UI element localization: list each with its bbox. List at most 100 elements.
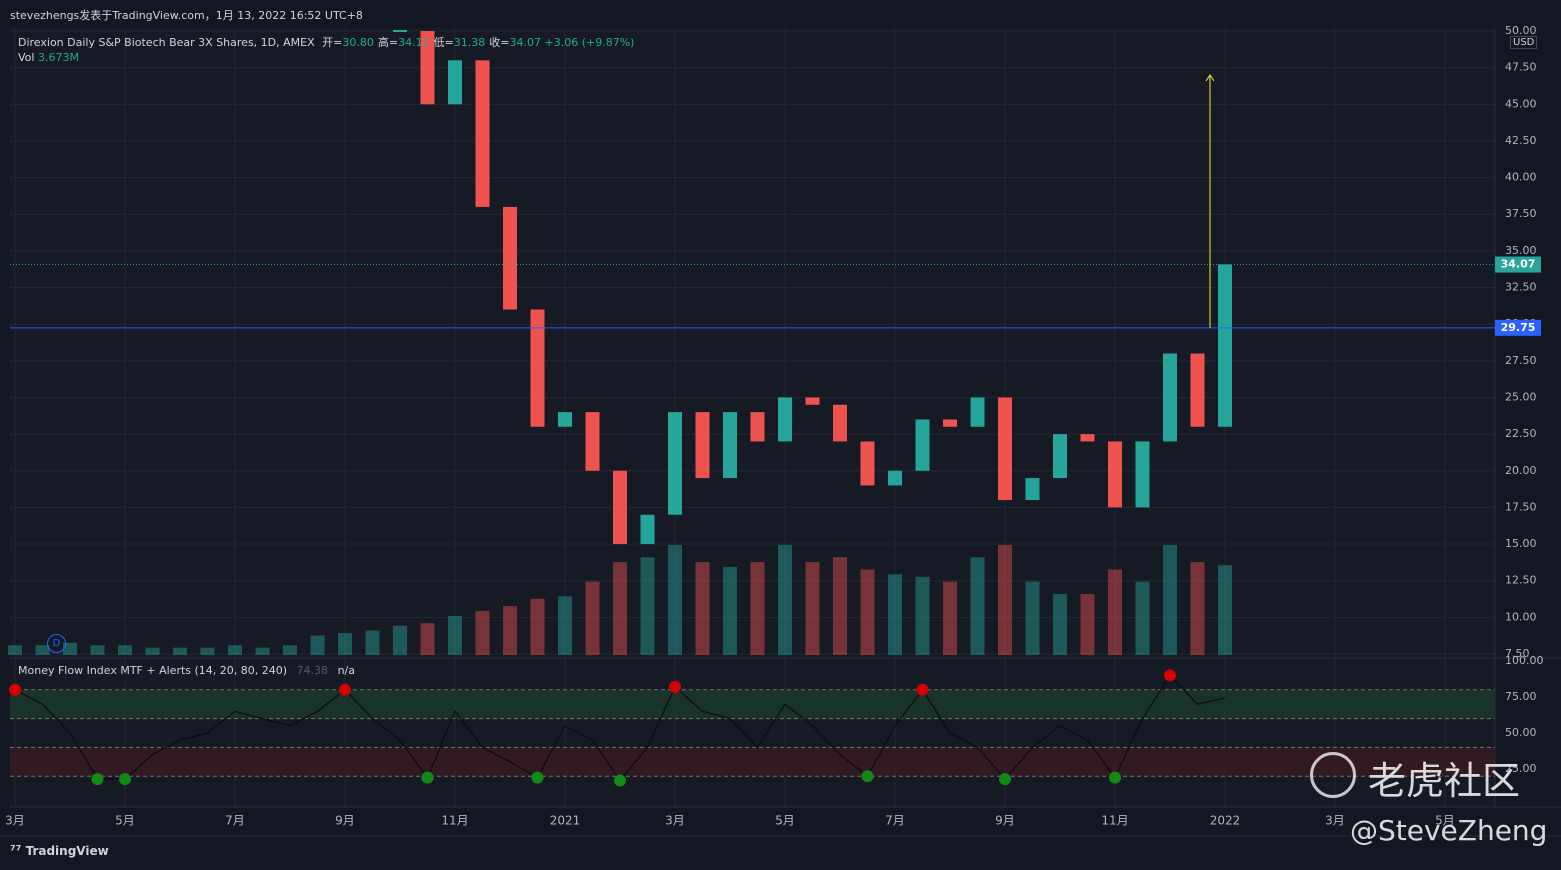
ohlc-value: 34.11 <box>398 36 430 49</box>
x-tick-label: 9月 <box>335 814 355 828</box>
volume-bar <box>448 615 462 655</box>
price-badge <box>1495 256 1541 273</box>
y-tick-label: 7.50 <box>1505 647 1530 660</box>
candle <box>475 60 490 207</box>
candle <box>1108 441 1122 508</box>
volume-value: 3.673M <box>37 51 79 64</box>
ohlc-label: 开= <box>322 36 343 49</box>
alert-dot <box>614 774 626 787</box>
alert-dot <box>421 771 434 784</box>
price-badge <box>1495 319 1541 336</box>
y-tick-label: 22.50 <box>1505 427 1537 440</box>
y-tick-label: 20.00 <box>1505 464 1537 477</box>
candle <box>695 412 710 479</box>
mfi-status: n/a <box>337 664 355 677</box>
volume-legend: Vol 3.673M <box>18 51 79 64</box>
watermark-author: @SteveZheng <box>1350 814 1548 847</box>
y-tick-label: 50.00 <box>1505 726 1537 739</box>
volume-bar <box>888 574 902 655</box>
ohlc-label: 低= <box>433 36 454 49</box>
y-tick-label: 12.50 <box>1505 574 1537 587</box>
ohlc-label: 高= <box>377 36 399 49</box>
mfi-title: Money Flow Index MTF + Alerts (14, 20, 8… <box>18 664 288 677</box>
volume-bar <box>970 557 985 655</box>
alert-dot <box>119 773 131 786</box>
volume-bar <box>145 647 160 655</box>
volume-bar <box>1163 545 1177 655</box>
x-tick-label: 3月 <box>1325 814 1345 828</box>
candle <box>943 419 957 427</box>
currency: USD <box>1510 36 1538 49</box>
mfi-value: 74.38 <box>296 664 329 677</box>
candle <box>970 397 985 427</box>
y-tick-label: 47.50 <box>1505 61 1537 74</box>
x-tick-label: 11月 <box>1101 814 1128 828</box>
volume-bar <box>338 633 352 655</box>
candle <box>860 441 875 486</box>
volume-bar <box>8 645 22 655</box>
x-tick-label: 9月 <box>995 814 1015 828</box>
candle <box>833 404 847 442</box>
y-tick-label: 32.50 <box>1505 281 1537 294</box>
volume-bar <box>1053 593 1067 655</box>
x-tick-label: 3月 <box>5 814 25 828</box>
arrow-head <box>1205 74 1215 82</box>
candle <box>640 514 655 545</box>
band <box>10 747 1495 777</box>
volume-bar <box>668 545 682 655</box>
volume-bar <box>90 645 105 655</box>
volume-bar <box>420 623 435 655</box>
candle <box>723 412 737 479</box>
change: +3.06 (+9.87%) <box>544 36 635 49</box>
volume-bar <box>640 557 655 655</box>
volume-bar <box>393 625 407 655</box>
candle <box>1218 264 1232 427</box>
volume-bar <box>915 576 930 655</box>
volume-bar <box>778 545 792 655</box>
volume-bar <box>503 606 517 655</box>
dividend-marker[interactable]: D <box>47 634 66 653</box>
alert-dot <box>861 770 874 783</box>
volume-bar <box>1080 593 1095 655</box>
volume-bar <box>998 545 1012 655</box>
volume-bar <box>943 581 957 655</box>
mfi-legend: Money Flow Index MTF + Alerts (14, 20, 8… <box>18 664 355 677</box>
volume-bar <box>1190 562 1205 655</box>
volume-bar <box>558 596 572 655</box>
watermark-text: 老虎社区 <box>1368 759 1521 803</box>
volume-bar <box>805 562 820 655</box>
x-tick-label: 2022 <box>1210 814 1241 828</box>
volume-bar <box>310 635 325 655</box>
y-tick-label: 35.00 <box>1505 244 1537 257</box>
y-tick-label: 10.00 <box>1505 610 1537 623</box>
volume-bar <box>723 567 737 655</box>
volume-bar <box>255 647 270 655</box>
y-tick-label: 25.00 <box>1505 762 1537 775</box>
ohlc-value: 31.38 <box>453 36 486 49</box>
candle <box>585 412 600 471</box>
brand[interactable]: ⁷⁷ TradingView <box>10 844 109 859</box>
legend: Direxion Daily S&P Biotech Bear 3X Share… <box>18 34 634 50</box>
y-tick-label: 100.00 <box>1505 654 1544 667</box>
y-tick-label: 42.50 <box>1505 134 1537 147</box>
x-tick-label: 3月 <box>665 814 685 828</box>
volume-bar <box>35 645 50 655</box>
x-tick-label: 7月 <box>885 814 905 828</box>
volume-bar <box>1218 565 1232 655</box>
candle <box>750 412 765 442</box>
candle <box>998 397 1012 501</box>
y-tick-label: 25.00 <box>1505 390 1537 403</box>
candle <box>503 206 517 310</box>
volume-bar <box>475 611 490 655</box>
x-tick-label: 11月 <box>441 814 468 828</box>
ohlc-value: 34.07 <box>509 36 542 49</box>
volume-bar <box>695 562 710 655</box>
watermark-logo <box>1310 752 1356 798</box>
volume-bar <box>833 557 847 655</box>
volume-bar <box>63 642 77 655</box>
header-title: stevezhengs发表于TradingView.com，1月 13, 202… <box>10 9 363 22</box>
candle <box>558 412 572 427</box>
ohlc: 开=30.80 高=34.11 低=31.38 收=34.07 <box>318 36 541 49</box>
